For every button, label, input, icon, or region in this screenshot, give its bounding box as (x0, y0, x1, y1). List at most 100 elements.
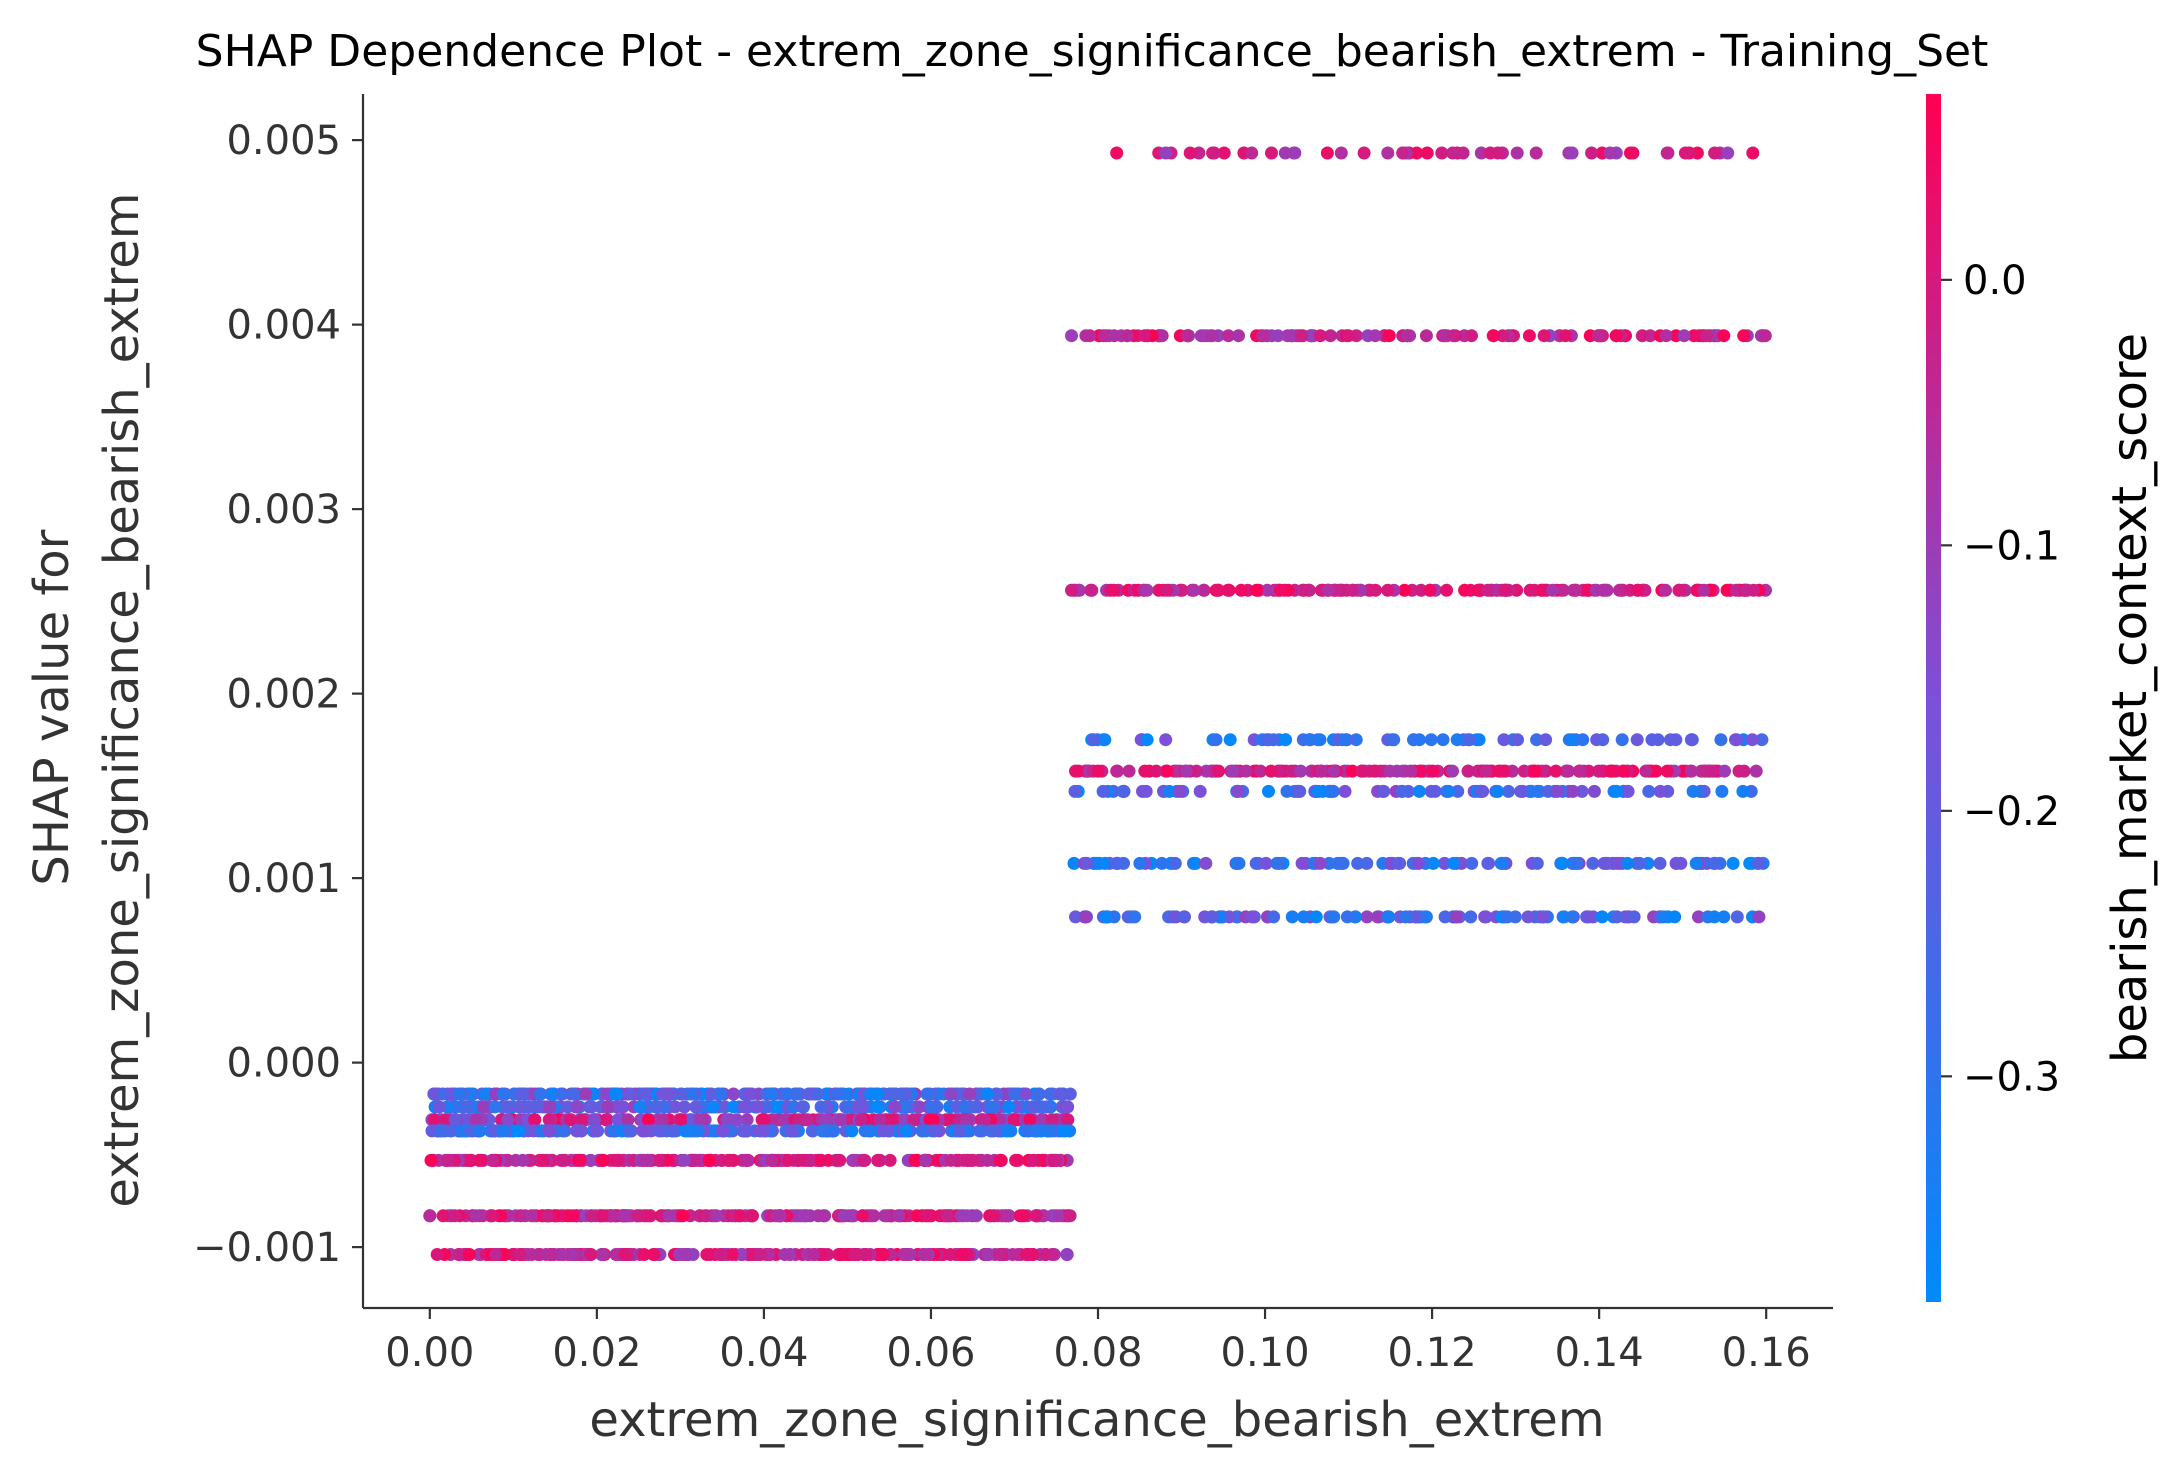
scatter-point (1549, 764, 1563, 778)
scatter-point (740, 1113, 754, 1127)
scatter-point (521, 1100, 535, 1114)
x-tick-label: 0.16 (1722, 1330, 1811, 1376)
scatter-point (894, 1087, 908, 1101)
scatter-point (1642, 784, 1656, 798)
scatter-point (1585, 146, 1599, 160)
scatter-point (811, 1087, 825, 1101)
x-axis-ticks: 0.00 0.02 0.04 0.06 0.08 0.10 0.12 0.14 0.16 (385, 1308, 1811, 1376)
scatter-point (771, 1100, 785, 1114)
scatter-point (1465, 856, 1479, 870)
scatter-point (1381, 146, 1395, 160)
scatter-point (944, 1087, 958, 1101)
scatter-point (511, 1124, 525, 1138)
scatter-point (1053, 1087, 1066, 1101)
scatter-point (1360, 910, 1374, 924)
scatter-point (424, 1153, 438, 1167)
scatter-point (1099, 910, 1113, 924)
scatter-point (1496, 856, 1509, 870)
scatter-point (501, 1100, 515, 1114)
x-tick-label: 0.08 (1053, 1330, 1142, 1376)
scatter-point (1232, 329, 1245, 343)
scatter-point (1412, 856, 1425, 870)
scatter-point (1063, 1087, 1077, 1101)
scatter-point (706, 1100, 720, 1114)
scatter-point (1351, 856, 1365, 870)
scatter-point (835, 1248, 849, 1261)
scatter-point (1265, 146, 1278, 160)
scatter-point (944, 1113, 958, 1127)
scatter-point (1730, 910, 1744, 924)
scatter-point (1530, 733, 1544, 747)
scatter-point (1117, 784, 1131, 798)
scatter-point (1597, 583, 1611, 597)
scatter-point (1539, 733, 1553, 747)
scatter-point (556, 1124, 570, 1138)
scatter-point (1199, 856, 1213, 870)
scatter-point (710, 1209, 723, 1223)
scatter-point (1155, 856, 1169, 870)
scatter-point (1212, 764, 1226, 778)
scatter-point (700, 1248, 714, 1261)
scatter-point (612, 1153, 625, 1167)
scatter-point (1320, 146, 1334, 160)
scatter-point (1530, 856, 1544, 870)
scatter-point (1627, 910, 1641, 924)
scatter-point (1440, 583, 1454, 597)
scatter-point (714, 1248, 728, 1261)
scatter-point (1555, 856, 1569, 870)
scatter-point (1651, 733, 1665, 747)
scatter-point (805, 1124, 819, 1138)
scatter-point (1576, 733, 1590, 747)
scatter-point (878, 1209, 892, 1223)
scatter-point (1175, 583, 1189, 597)
scatter-point (720, 1113, 734, 1127)
scatter-point (1529, 146, 1543, 160)
scatter-point (1678, 146, 1692, 160)
scatter-point (1501, 784, 1515, 798)
scatter-point (1481, 583, 1495, 597)
scatter-point (1707, 910, 1721, 924)
scatter-point (827, 1124, 841, 1138)
scatter-point (1138, 764, 1152, 778)
scatter-point (980, 1153, 994, 1167)
scatter-point (1659, 583, 1672, 597)
scatter-point (512, 1100, 526, 1114)
scatter-point (888, 1100, 902, 1114)
scatter-point (1117, 856, 1130, 870)
scatter-point (557, 1248, 570, 1261)
scatter-point (513, 1248, 527, 1261)
scatter-point (1514, 784, 1528, 798)
scatter-point (845, 1124, 859, 1138)
scatter-point (1424, 784, 1438, 798)
scatter-point (596, 1153, 610, 1167)
scatter-point (1042, 1124, 1056, 1138)
scatter-point (1755, 733, 1769, 747)
scatter-point (1496, 764, 1510, 778)
scatter-point (1630, 733, 1644, 747)
scatter-point (1396, 146, 1410, 160)
scatter-point (436, 1087, 450, 1101)
scatter-point (993, 1113, 1007, 1127)
scatter-point (1029, 1209, 1043, 1223)
scatter-point (963, 1087, 977, 1101)
scatter-point (756, 1124, 770, 1138)
scatter-point (793, 1153, 807, 1167)
scatter-point (1032, 1087, 1046, 1101)
scatter-point (876, 1248, 890, 1261)
scatter-point (469, 1113, 483, 1127)
scatter-point (1420, 146, 1434, 160)
scatter-point (1338, 784, 1352, 798)
scatter-point (1017, 1209, 1031, 1223)
scatter-point (838, 1209, 851, 1223)
scatter-point (689, 1100, 703, 1114)
x-tick-label: 0.10 (1221, 1330, 1310, 1376)
scatter-point (540, 1209, 554, 1223)
scatter-point (715, 1124, 729, 1138)
scatter-point (924, 1100, 938, 1114)
scatter-point (738, 1153, 752, 1167)
scatter-point (1726, 856, 1740, 870)
scatter-point (678, 1248, 691, 1261)
scatter-point (1521, 910, 1535, 924)
scatter-point (1297, 910, 1311, 924)
scatter-point (1387, 733, 1401, 747)
